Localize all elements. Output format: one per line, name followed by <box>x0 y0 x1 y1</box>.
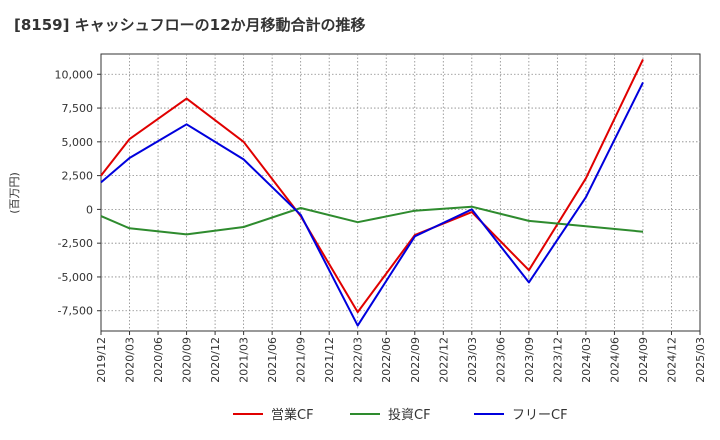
y-tick-label: 7,500 <box>62 102 94 115</box>
x-tick-label: 2021/12 <box>323 337 336 383</box>
x-tick-label: 2022/03 <box>352 337 365 383</box>
x-tick-label: 2020/06 <box>152 337 165 383</box>
x-tick-label: 2025/03 <box>694 337 707 383</box>
legend-label: 投資CF <box>388 407 431 423</box>
y-tick-label: 0 <box>86 203 93 216</box>
y-tick-label: 5,000 <box>62 136 94 149</box>
plot-area <box>100 53 701 332</box>
x-tick-label: 2023/12 <box>551 337 564 383</box>
x-tick-label: 2020/03 <box>124 337 137 383</box>
x-tick-label: 2020/12 <box>209 337 222 383</box>
x-tick-label: 2022/12 <box>437 337 450 383</box>
x-tick-label: 2019/12 <box>95 337 108 383</box>
series-line-フリーCF <box>100 81 644 327</box>
x-tick-label: 2022/06 <box>380 337 393 383</box>
x-tick-label: 2023/03 <box>466 337 479 383</box>
x-tick-label: 2021/09 <box>295 337 308 383</box>
x-tick-label: 2023/06 <box>494 337 507 383</box>
x-tick-label: 2024/09 <box>637 337 650 383</box>
legend-label: フリーCF <box>512 408 568 423</box>
y-tick-label: 10,000 <box>55 68 94 81</box>
x-tick-label: 2024/03 <box>580 337 593 383</box>
series-line-投資CF <box>100 205 644 236</box>
x-tick-label: 2021/06 <box>266 337 279 383</box>
y-axis-label: (百万円) <box>8 172 21 214</box>
y-tick-label: -7,500 <box>58 305 93 318</box>
x-tick-label: 2024/12 <box>665 337 678 383</box>
legend-label: 営業CF <box>271 407 314 423</box>
chart-title: [8159] キャッシュフローの12か月移動合計の推移 <box>14 16 366 34</box>
y-tick-label: 2,500 <box>62 170 94 183</box>
y-tick-label: -2,500 <box>58 237 93 250</box>
y-tick-label: -5,000 <box>58 271 93 284</box>
series-line-営業CF <box>100 58 644 314</box>
x-tick-label: 2024/06 <box>608 337 621 383</box>
x-tick-label: 2020/09 <box>181 337 194 383</box>
x-tick-label: 2023/09 <box>523 337 536 383</box>
x-tick-label: 2021/03 <box>238 337 251 383</box>
x-tick-label: 2022/09 <box>409 337 422 383</box>
